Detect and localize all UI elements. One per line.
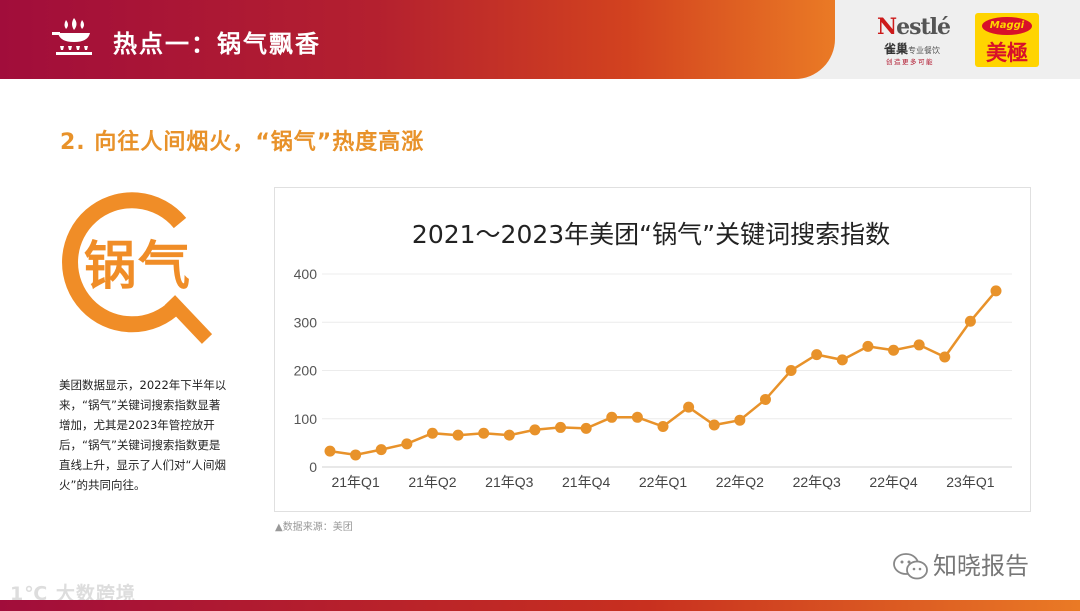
magnifier-text: 锅气: [84, 237, 193, 297]
header-bar: 热点一：锅气飘香 Nestlé 雀巢专业餐饮 创造更多可能 Maggi 美極: [0, 0, 1080, 79]
maggi-logo: Maggi 美極: [975, 13, 1039, 67]
section-subtitle: 2. 向往人间烟火，“锅气”热度高涨: [60, 130, 425, 155]
watermark: 知晓报告: [893, 546, 1029, 581]
magnifier-graphic: 锅气: [52, 188, 214, 348]
data-source: ▲数据来源：美团: [275, 522, 353, 533]
page-title: 热点一：锅气飘香: [113, 30, 321, 58]
wechat-icon: [893, 553, 928, 580]
description-text: 美团数据显示，2022年下半年以来，“锅气”关键词搜索指数显著增加，尤其是202…: [59, 378, 227, 492]
title-banner: 热点一：锅气飘香: [0, 0, 835, 79]
bottom-bar: [0, 600, 1080, 611]
footer-watermark: 1℃ 大数跨境: [10, 583, 136, 605]
watermark-text: 知晓报告: [933, 552, 1029, 580]
magnifier-icon: [62, 192, 213, 344]
chart-title: 2021～2023年美团“锅气”关键词搜索指数: [411, 220, 891, 249]
wok-fire-icon: [52, 18, 92, 55]
nestle-logo: Nestlé 雀巢专业餐饮 创造更多可能: [877, 14, 951, 66]
